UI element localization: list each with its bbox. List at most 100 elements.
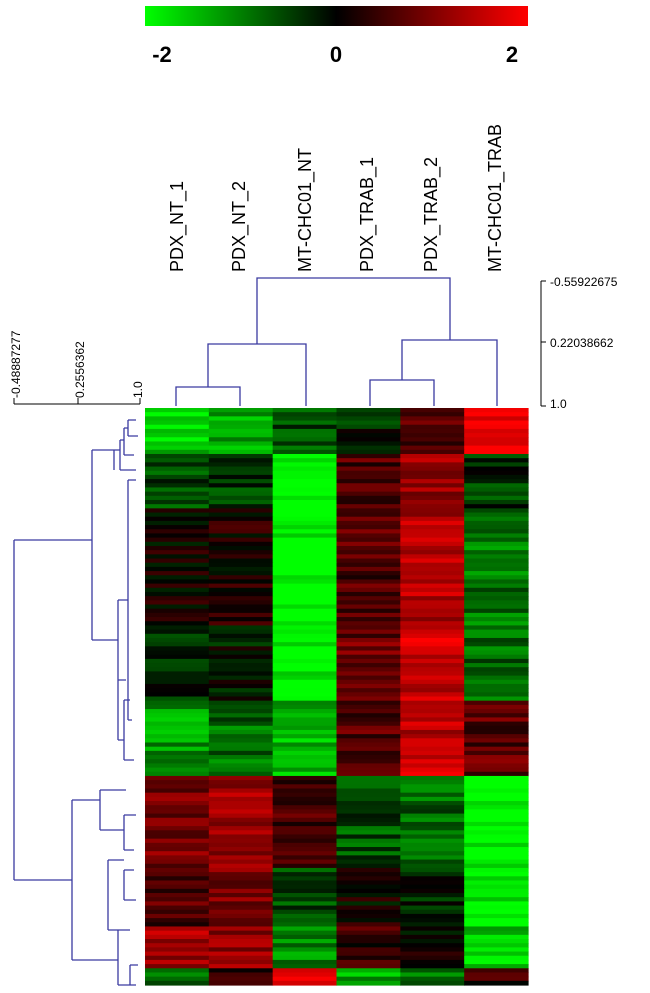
heatmap-cell	[208, 416, 274, 422]
heatmap-cell	[272, 512, 338, 518]
heatmap-cell	[336, 813, 401, 819]
column-labels: PDX_NT_1 PDX_NT_2 MT-CHC01_NT PDX_TRAB_1…	[167, 124, 506, 272]
heatmap-cell	[400, 445, 465, 451]
heatmap-cell	[272, 533, 338, 539]
heatmap-cell	[272, 671, 338, 677]
heatmap-cell	[464, 918, 529, 923]
heatmap-cell	[208, 976, 274, 982]
heatmap-cell	[145, 499, 210, 505]
heatmap-cell	[272, 809, 338, 815]
heatmap-cell	[336, 830, 401, 836]
heatmap-cell	[145, 617, 210, 622]
heatmap-cell	[272, 980, 338, 986]
heatmap-cell	[400, 863, 465, 869]
heatmap-cell	[145, 955, 210, 961]
heatmap-cell	[336, 600, 401, 606]
heatmap-cell	[464, 863, 529, 869]
heatmap-cell	[145, 667, 210, 673]
heatmap-cell	[400, 654, 465, 660]
heatmap-cell	[145, 746, 210, 752]
heatmap-cell	[400, 579, 465, 585]
heatmap-cell	[336, 562, 401, 568]
heatmap-cell	[464, 704, 529, 710]
column-axis-tick-2: 0.22038662	[550, 336, 614, 350]
heatmap-cell	[208, 579, 274, 585]
heatmap-cell	[464, 600, 529, 606]
heatmap-cell	[336, 587, 401, 593]
heatmap-cell	[400, 428, 465, 434]
heatmap-cell	[145, 479, 210, 484]
heatmap-cell	[336, 980, 401, 986]
heatmap-cell	[336, 512, 401, 518]
heatmap-cell	[208, 466, 274, 472]
heatmap-cell	[145, 466, 210, 472]
heatmap-cell	[336, 625, 401, 631]
heatmap-cell	[145, 842, 210, 848]
heatmap-cell	[400, 571, 465, 576]
heatmap-cell	[208, 696, 274, 702]
heatmap-cell	[145, 683, 210, 689]
heatmap-cell	[208, 650, 274, 656]
heatmap-cell	[145, 750, 210, 756]
heatmap-cell	[272, 922, 338, 928]
heatmap-cell	[272, 750, 338, 756]
heatmap-cell	[272, 428, 338, 434]
column-dendrogram	[175, 277, 498, 406]
heatmap-cell	[336, 495, 401, 501]
heatmap-cell	[400, 792, 465, 798]
heatmap-cell	[272, 633, 338, 639]
heatmap-cell	[272, 545, 338, 551]
heatmap-cell	[464, 504, 529, 509]
heatmap-cell	[464, 880, 529, 886]
heatmap-cell	[208, 947, 274, 953]
column-label-1: PDX_NT_1	[167, 181, 188, 272]
heatmap-cell	[464, 449, 529, 455]
heatmap-cell	[464, 416, 529, 422]
column-dendrogram-axis: -0.55922675 0.22038662 1.0	[540, 275, 618, 411]
heatmap-cell	[145, 441, 210, 447]
heatmap-cell	[272, 692, 338, 698]
heatmap-cell	[336, 755, 401, 760]
heatmap-cell	[464, 972, 529, 978]
heatmap-cell	[464, 520, 529, 526]
heatmap-cell	[272, 412, 338, 417]
heatmap-cell	[400, 642, 465, 647]
heatmap-cell	[336, 717, 401, 723]
heatmap-cell	[400, 671, 465, 677]
column-label-5: PDX_TRAB_2	[421, 157, 442, 272]
heatmap-cell	[336, 525, 401, 530]
heatmap-cell	[208, 504, 274, 509]
heatmap-cell	[145, 913, 210, 919]
heatmap-cell	[336, 847, 401, 852]
heatmap-cell	[208, 667, 274, 673]
heatmap-cell	[272, 780, 338, 785]
heatmap-cell	[400, 462, 465, 468]
heatmap-cell	[208, 788, 274, 794]
heatmap-cell	[336, 646, 401, 652]
heatmap-cell	[145, 888, 210, 894]
heatmap-cell	[208, 671, 274, 677]
heatmap-cell	[336, 491, 401, 497]
heatmap-cell	[464, 654, 529, 660]
heatmap-cell	[336, 893, 401, 898]
heatmap-cell	[336, 821, 401, 827]
heatmap-cell	[145, 801, 210, 806]
heatmap-cell	[272, 663, 338, 668]
heatmap-cell	[464, 738, 529, 744]
heatmap-cell	[336, 834, 401, 840]
heatmap-cell	[400, 658, 465, 664]
heatmap-cell	[208, 771, 274, 777]
heatmap-cell	[464, 629, 529, 635]
heatmap-cell	[272, 955, 338, 961]
heatmap-cell	[145, 788, 210, 794]
heatmap-cell	[145, 838, 210, 844]
heatmap-cell	[272, 629, 338, 635]
heatmap-cell	[336, 922, 401, 928]
heatmap-cell	[336, 642, 401, 647]
heatmap-cell	[464, 876, 529, 882]
heatmap-cell	[464, 951, 529, 957]
heatmap-cell	[400, 466, 465, 472]
heatmap-cell	[208, 704, 274, 710]
heatmap-cell	[464, 428, 529, 434]
heatmap-cell	[336, 855, 401, 861]
